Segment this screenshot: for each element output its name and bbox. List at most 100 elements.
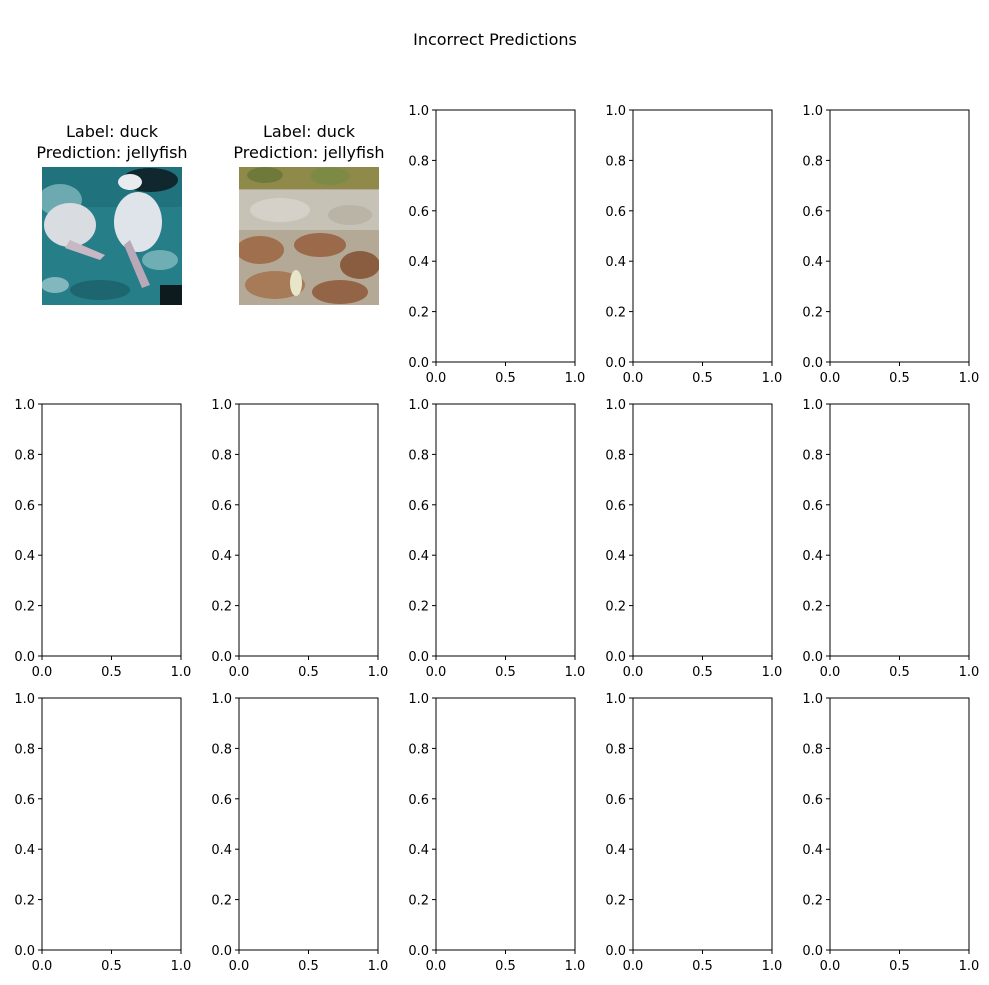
- x-tick-label: 0.0: [623, 371, 644, 386]
- y-tick-label: 0.8: [605, 448, 626, 463]
- axes-frame: [238, 697, 379, 951]
- y-tick-label: 1.0: [408, 398, 429, 413]
- x-tick-label: 1.0: [171, 665, 192, 680]
- axes-frame: [632, 403, 773, 657]
- y-tick-label: 0.6: [408, 205, 429, 220]
- x-tick-label: 1.0: [762, 371, 783, 386]
- y-tick-label: 0.6: [802, 793, 823, 808]
- y-tick-label: 0.6: [605, 499, 626, 514]
- x-tick-label: 0.5: [889, 959, 910, 974]
- y-tick-label: 0.4: [14, 843, 35, 858]
- y-tick-label: 1.0: [211, 398, 232, 413]
- empty-axes-7: 0.0 0.2 0.4 0.6 0.8 1.0 0.0 0.5 1.0: [605, 398, 782, 680]
- y-tick-label: 0.8: [408, 742, 429, 757]
- y-tick-label: 0.6: [605, 205, 626, 220]
- y-tick-label: 0.2: [802, 306, 823, 321]
- image-panel-1: Label: duck Prediction: jellyfish: [36, 122, 188, 305]
- y-tick-label: 0.8: [14, 448, 35, 463]
- x-tick-label: 0.5: [692, 665, 713, 680]
- y-tick-label: 0.6: [14, 793, 35, 808]
- y-tick-label: 0.0: [408, 650, 429, 665]
- empty-axes-2: 0.0 0.2 0.4 0.6 0.8 1.0 0.0 0.5 1.0: [605, 104, 782, 386]
- y-tick-label: 0.2: [605, 894, 626, 909]
- x-tick-label: 0.0: [623, 959, 644, 974]
- y-tick-label: 0.6: [211, 793, 232, 808]
- x-tick-label: 1.0: [959, 371, 980, 386]
- x-tick-label: 0.5: [495, 959, 516, 974]
- y-tick-label: 0.4: [211, 549, 232, 564]
- y-tick-label: 0.6: [408, 793, 429, 808]
- empty-axes-4: 0.0 0.2 0.4 0.6 0.8 1.0 0.0 0.5 1.0: [14, 398, 191, 680]
- y-tick-label: 0.4: [802, 843, 823, 858]
- y-tick-label: 0.8: [408, 154, 429, 169]
- x-tick-label: 1.0: [762, 959, 783, 974]
- y-tick-label: 1.0: [605, 692, 626, 707]
- y-tick-label: 0.0: [605, 650, 626, 665]
- x-tick-label: 0.0: [426, 665, 447, 680]
- y-tick-label: 0.8: [802, 448, 823, 463]
- y-tick-label: 0.4: [605, 255, 626, 270]
- y-tick-label: 0.4: [802, 255, 823, 270]
- axes-frame: [435, 697, 576, 951]
- y-tick-label: 0.8: [14, 742, 35, 757]
- x-tick-label: 0.5: [298, 959, 319, 974]
- y-tick-label: 0.2: [14, 894, 35, 909]
- empty-axes-10: 0.0 0.2 0.4 0.6 0.8 1.0 0.0 0.5 1.0: [211, 692, 388, 974]
- x-tick-label: 0.5: [101, 959, 122, 974]
- empty-axes-3: 0.0 0.2 0.4 0.6 0.8 1.0 0.0 0.5 1.0: [802, 104, 979, 386]
- panel-2-label-title: Label: duck: [263, 122, 356, 141]
- y-tick-label: 0.0: [14, 944, 35, 959]
- x-tick-label: 1.0: [959, 665, 980, 680]
- x-tick-label: 0.5: [692, 371, 713, 386]
- x-tick-label: 0.0: [820, 665, 841, 680]
- x-tick-label: 0.0: [32, 665, 53, 680]
- panel-1-label-title: Label: duck: [66, 122, 159, 141]
- y-tick-label: 0.8: [211, 742, 232, 757]
- y-tick-label: 0.4: [211, 843, 232, 858]
- axes-frame: [41, 697, 182, 951]
- empty-axes-11: 0.0 0.2 0.4 0.6 0.8 1.0 0.0 0.5 1.0: [408, 692, 585, 974]
- y-tick-label: 0.0: [211, 944, 232, 959]
- empty-axes-12: 0.0 0.2 0.4 0.6 0.8 1.0 0.0 0.5 1.0: [605, 692, 782, 974]
- image-panel-2: Label: duck Prediction: jellyfish: [233, 122, 385, 305]
- empty-axes-5: 0.0 0.2 0.4 0.6 0.8 1.0 0.0 0.5 1.0: [211, 398, 388, 680]
- y-tick-label: 0.4: [408, 255, 429, 270]
- y-tick-label: 1.0: [605, 104, 626, 119]
- y-tick-label: 0.4: [605, 843, 626, 858]
- figure-title: Incorrect Predictions: [413, 30, 577, 49]
- x-tick-label: 0.0: [820, 959, 841, 974]
- axes-frame: [829, 109, 970, 363]
- y-tick-label: 0.4: [802, 549, 823, 564]
- y-tick-label: 0.0: [605, 944, 626, 959]
- axes-frame: [435, 403, 576, 657]
- y-tick-label: 0.0: [14, 650, 35, 665]
- y-tick-label: 1.0: [408, 692, 429, 707]
- x-tick-label: 1.0: [565, 371, 586, 386]
- y-tick-label: 1.0: [802, 398, 823, 413]
- x-tick-label: 0.0: [426, 371, 447, 386]
- y-tick-label: 0.8: [605, 154, 626, 169]
- ground-photo-icon: [239, 167, 379, 305]
- axes-frame: [829, 403, 970, 657]
- x-tick-label: 0.0: [229, 665, 250, 680]
- y-tick-label: 0.0: [408, 356, 429, 371]
- empty-axes-8: 0.0 0.2 0.4 0.6 0.8 1.0 0.0 0.5 1.0: [802, 398, 979, 680]
- axes-frame: [41, 403, 182, 657]
- x-tick-label: 0.0: [32, 959, 53, 974]
- y-tick-label: 0.0: [408, 944, 429, 959]
- y-tick-label: 1.0: [408, 104, 429, 119]
- y-tick-label: 1.0: [211, 692, 232, 707]
- axes-frame: [632, 697, 773, 951]
- y-tick-label: 0.0: [605, 356, 626, 371]
- y-tick-label: 0.2: [605, 600, 626, 615]
- empty-axes-layer: 0.0 0.2 0.4 0.6 0.8 1.0 0.0 0.5 1.0 0.0 0.2 0.4 0.6 0…: [14, 104, 979, 974]
- aquatic-photo-icon: [42, 167, 182, 305]
- x-tick-label: 1.0: [368, 665, 389, 680]
- x-tick-label: 1.0: [171, 959, 192, 974]
- y-tick-label: 1.0: [802, 104, 823, 119]
- empty-axes-1: 0.0 0.2 0.4 0.6 0.8 1.0 0.0 0.5 1.0: [408, 104, 585, 386]
- x-tick-label: 0.5: [495, 665, 516, 680]
- y-tick-label: 1.0: [802, 692, 823, 707]
- y-tick-label: 0.4: [408, 549, 429, 564]
